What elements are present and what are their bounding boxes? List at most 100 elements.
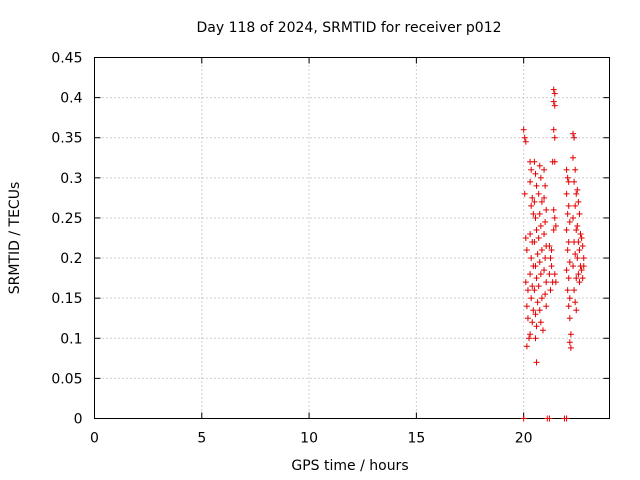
data-point	[546, 271, 553, 278]
data-point	[577, 230, 584, 237]
data-point	[543, 279, 550, 286]
data-point	[536, 162, 543, 169]
data-point	[527, 178, 534, 185]
y-tick-label: 0.35	[51, 131, 82, 147]
x-tick-label: 15	[407, 431, 425, 447]
y-tick-label: 0.45	[51, 51, 82, 67]
data-point	[533, 182, 540, 189]
y-tick-labels: 0 0.05 0.1 0.15 0.2 0.25 0.3 0.35 0.4 0.45	[51, 51, 82, 428]
data-point	[574, 186, 581, 193]
data-point	[521, 190, 528, 197]
data-point	[564, 247, 571, 254]
data-point	[532, 170, 539, 177]
axis-ticks	[94, 57, 610, 419]
data-point	[565, 303, 572, 310]
data-point	[537, 222, 544, 229]
data-point	[533, 323, 540, 330]
data-point	[551, 90, 558, 97]
data-point	[563, 166, 570, 173]
data-point	[529, 319, 536, 326]
data-point	[550, 206, 557, 213]
data-point	[524, 287, 531, 294]
data-point	[541, 267, 548, 274]
data-point	[551, 214, 558, 221]
data-point	[566, 339, 573, 346]
y-axis-title: SRMTID / TECUs	[7, 182, 23, 295]
data-point	[570, 130, 577, 137]
data-point	[551, 158, 558, 165]
data-point	[538, 198, 545, 205]
data-point	[579, 243, 586, 250]
data-point	[567, 344, 574, 351]
data-point	[578, 235, 585, 241]
data-point	[566, 295, 573, 302]
data-point	[552, 222, 559, 229]
data-point	[550, 226, 557, 233]
data-point	[550, 126, 557, 133]
data-point	[535, 235, 542, 241]
data-point	[550, 98, 557, 105]
data-point	[565, 275, 572, 282]
data-point	[529, 194, 536, 201]
data-point	[565, 239, 572, 246]
data-point	[575, 239, 582, 246]
data-point	[537, 174, 544, 181]
data-point	[548, 247, 555, 254]
data-point	[538, 295, 545, 302]
data-point	[576, 247, 583, 254]
data-point	[542, 218, 549, 225]
x-tick-label: 10	[300, 431, 318, 447]
data-point	[566, 259, 573, 266]
data-point	[530, 307, 537, 314]
data-point	[521, 134, 528, 141]
data-point	[541, 166, 548, 173]
data-point	[580, 263, 587, 270]
data-point	[563, 190, 570, 197]
data-point	[522, 279, 529, 286]
grid	[94, 57, 610, 419]
data-point	[532, 263, 539, 270]
data-point	[523, 247, 530, 254]
data-point	[528, 295, 535, 302]
data-point	[571, 287, 578, 294]
data-point	[551, 102, 558, 109]
data-point	[570, 214, 577, 221]
data-point	[552, 279, 559, 286]
x-tick-labels: 0 5 10 15 20	[90, 431, 533, 447]
data-point	[531, 239, 538, 246]
data-point	[531, 287, 538, 294]
data-point	[546, 243, 553, 250]
data-point	[528, 202, 535, 209]
x-tick-label: 5	[197, 431, 206, 447]
data-point	[564, 210, 571, 217]
data-point	[534, 251, 541, 258]
data-point	[550, 86, 557, 93]
data-point	[565, 202, 572, 209]
plot-frame	[94, 57, 610, 419]
data-point	[530, 210, 537, 217]
data-point	[531, 158, 538, 165]
data-point	[563, 415, 570, 422]
data-point	[546, 415, 553, 422]
data-point	[542, 291, 549, 298]
x-tick-label: 20	[515, 431, 533, 447]
data-point	[526, 335, 533, 342]
data-point	[542, 182, 549, 189]
y-tick-label: 0.25	[51, 211, 82, 227]
data-point	[528, 166, 535, 173]
data-point	[523, 303, 530, 310]
data-point	[531, 198, 538, 205]
data-point	[535, 190, 542, 197]
data-point	[551, 271, 558, 278]
data-point	[573, 275, 580, 282]
data-point	[576, 279, 583, 286]
data-point	[538, 247, 545, 254]
data-point	[537, 319, 544, 326]
data-point	[570, 263, 577, 270]
data-point	[541, 230, 548, 237]
y-tick-label: 0.05	[51, 371, 82, 387]
data-point	[527, 271, 534, 278]
data-point	[574, 222, 581, 229]
data-point	[536, 259, 543, 266]
y-tick-label: 0.15	[51, 291, 82, 307]
